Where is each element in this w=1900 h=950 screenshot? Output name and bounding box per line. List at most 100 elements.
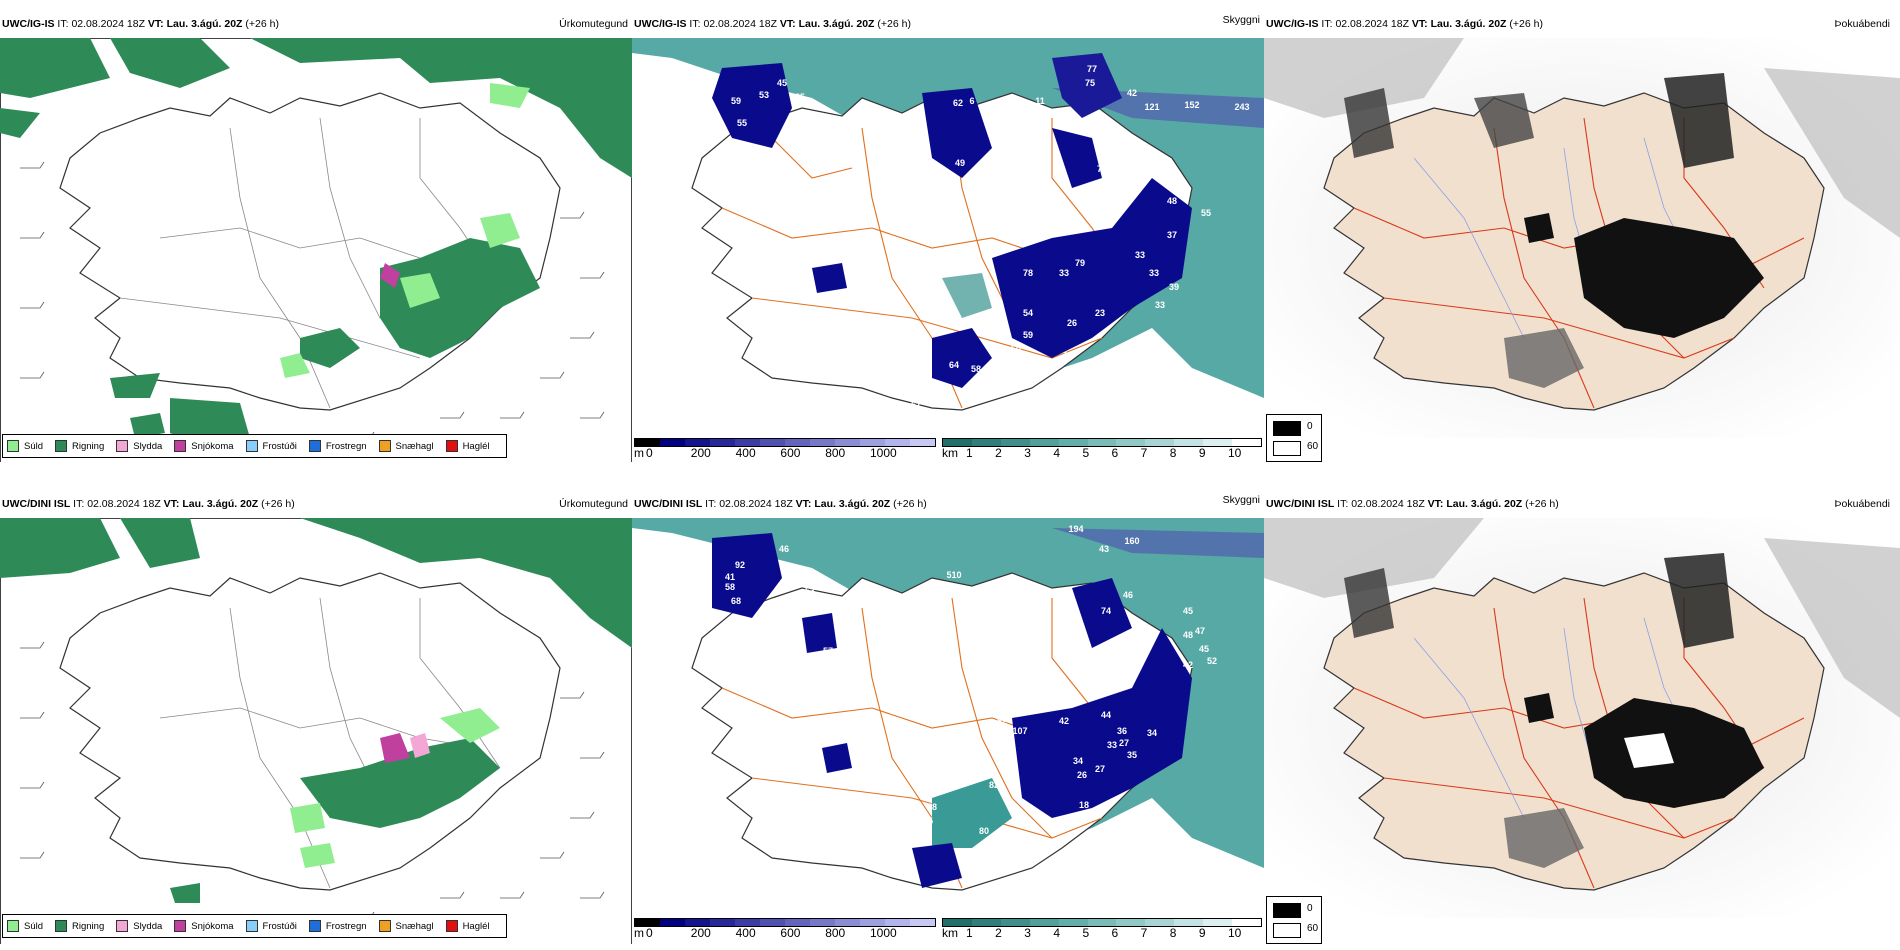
panel-variable: Úrkomutegund [559, 498, 628, 510]
fog-swatch-light [1273, 923, 1301, 938]
visibility-value-label: 75 [1085, 78, 1095, 88]
legend-swatch [445, 440, 458, 452]
fog-swatch-light [1273, 441, 1301, 456]
precip-map [0, 518, 632, 944]
visibility-value-label: 107 [1012, 726, 1027, 736]
visibility-value-label: 41 [725, 572, 735, 582]
visibility-value-label: 49 [991, 132, 1001, 142]
colorbar-tick: 0 [646, 446, 653, 460]
visibility-panel-row0: UWC/IG-IS IT: 02.08.2024 18Z VT: Lau. 3.… [632, 14, 1264, 462]
visibility-value-label: 152 [1184, 100, 1199, 110]
vis-m-colorbar [634, 918, 936, 927]
visibility-value-label: 33 [1059, 268, 1069, 278]
legend-item-snjokoma: Snjókoma [174, 440, 234, 452]
colorbar-tick: 200 [690, 446, 711, 460]
legend-item-slydda: Slydda [116, 920, 162, 932]
visibility-value-label: 57 [1175, 178, 1185, 188]
precip-panel-row0: UWC/IG-IS IT: 02.08.2024 18Z VT: Lau. 3.… [0, 14, 632, 462]
panel-title: UWC/IG-IS IT: 02.08.2024 18Z VT: Lau. 3.… [634, 18, 911, 30]
visibility-value-label: 37 [787, 122, 797, 132]
visibility-value-label: 55 [737, 118, 747, 128]
visibility-value-label: 243 [1234, 102, 1249, 112]
visibility-value-label: 39 [1169, 282, 1179, 292]
visibility-value-label: 33 [1135, 250, 1145, 260]
legend-swatch [116, 920, 129, 932]
legend-swatch [55, 440, 68, 452]
panel-variable: Skyggni [1222, 494, 1260, 506]
colorbar-tick: 600 [780, 446, 801, 460]
visibility-value-label: 33 [1107, 740, 1117, 750]
visibility-value-label: 27 [917, 838, 927, 848]
legend-item-frostregn: Frostregn [308, 440, 367, 452]
vis-m-colorbar [634, 438, 936, 447]
visibility-value-label: 27 [1095, 764, 1105, 774]
colorbar-tick: 3 [1024, 926, 1031, 940]
visibility-value-label: 48 [1167, 196, 1177, 206]
colorbar-tick: 800 [825, 926, 846, 940]
visibility-value-label: 45 [777, 78, 787, 88]
legend-swatch [7, 440, 19, 452]
colorbar-tick: 600 [780, 926, 801, 940]
legend-item-snaehagl: Snæhagl [378, 920, 434, 932]
colorbar-tick: 8 [1169, 926, 1177, 940]
visibility-value-label: 510 [946, 570, 961, 580]
visibility-value-label: 48 [1183, 630, 1193, 640]
colorbar-tick: 9 [1198, 926, 1206, 940]
visibility-value-label: 35 [795, 92, 805, 102]
visibility-value-label: 56 [947, 688, 957, 698]
fog-swatch-dark [1273, 421, 1301, 436]
legend-swatch [245, 440, 258, 452]
legend-swatch [378, 920, 391, 932]
visibility-value-label: 64 [949, 360, 959, 370]
colorbar-tick: 1000 [870, 926, 897, 940]
legend-swatch [308, 440, 321, 452]
visibility-value-label: 33 [1155, 300, 1165, 310]
visibility-value-label: 58 [725, 582, 735, 592]
visibility-value-label: 45 [1183, 606, 1193, 616]
colorbar-tick: 4 [1053, 446, 1061, 460]
visibility-value-label: 46 [1123, 590, 1133, 600]
legend-item-haglel: Haglél [445, 440, 490, 452]
panel-title: UWC/DINI ISL IT: 02.08.2024 18Z VT: Lau.… [1266, 498, 1559, 510]
visibility-value-label: 52 [1207, 656, 1217, 666]
legend-item-snaehagl: Snæhagl [378, 440, 434, 452]
visibility-value-label: 54 [1023, 308, 1033, 318]
visibility-value-label: 26 [1077, 770, 1087, 780]
visibility-value-label: 28 [939, 394, 949, 404]
legend-item-snjokoma: Snjókoma [174, 920, 234, 932]
panel-title: UWC/DINI ISL IT: 02.08.2024 18Z VT: Lau.… [2, 498, 295, 510]
panel-title: UWC/IG-IS IT: 02.08.2024 18Z VT: Lau. 3.… [1266, 18, 1543, 30]
visibility-value-label: 194 [1068, 524, 1083, 534]
visibility-value-label: 37 [1167, 230, 1177, 240]
visibility-value-label: 42 [1183, 660, 1193, 670]
colorbar-tick: 2 [995, 926, 1002, 940]
visibility-value-label: 58 [927, 802, 937, 812]
visibility-value-label: 44 [1101, 710, 1111, 720]
visibility-value-label: 48 [983, 102, 993, 112]
legend-item-frostudi: Frostúði [245, 440, 297, 452]
legend-swatch [174, 440, 187, 452]
panel-title: UWC/DINI ISL IT: 02.08.2024 18Z VT: Lau.… [634, 498, 927, 510]
visibility-value-label: 59 [731, 96, 741, 106]
visibility-value-label: 49 [955, 158, 965, 168]
fog-panel-row1: UWC/DINI ISL IT: 02.08.2024 18Z VT: Lau.… [1264, 494, 1900, 944]
visibility-value-label: 121 [1144, 102, 1159, 112]
colorbar-tick: 400 [735, 926, 756, 940]
colorbar-tick: 6 [1111, 926, 1119, 940]
visibility-value-label: 58 [971, 364, 981, 374]
panel-title: UWC/IG-IS IT: 02.08.2024 18Z VT: Lau. 3.… [2, 18, 279, 30]
fog-map [1264, 38, 1900, 438]
visibility-value-label: 77 [1087, 64, 1097, 74]
legend-item-sudl: Súld [7, 920, 43, 932]
colorbar-tick: 10 [1228, 446, 1242, 460]
visibility-value-label: 18 [1063, 350, 1073, 360]
precip-map [0, 38, 632, 462]
visibility-value-label: 51 [911, 400, 921, 410]
visibility-value-label: 59 [1023, 330, 1033, 340]
fog-swatch-dark [1273, 903, 1301, 918]
legend-swatch [7, 920, 19, 932]
fog-legend: 0 60 [1266, 896, 1322, 944]
visibility-value-label: 27 [1119, 738, 1129, 748]
colorbar-tick: 10 [1228, 926, 1242, 940]
